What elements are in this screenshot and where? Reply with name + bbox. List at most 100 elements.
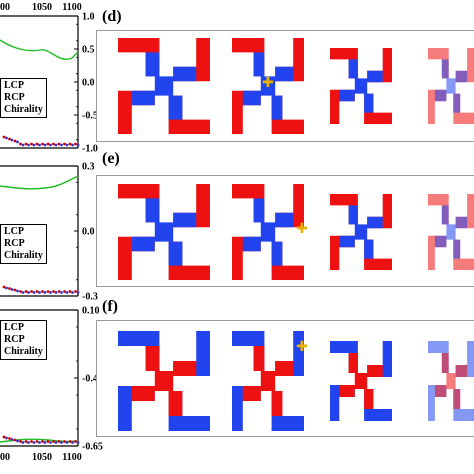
lcp-point (16, 289, 19, 293)
field-map-d-2 (232, 38, 304, 134)
panel-label-d: (d) (102, 8, 122, 25)
lcp-point (21, 291, 25, 294)
y-tick-label: -0.65 (82, 442, 103, 453)
lcp-point (65, 143, 69, 147)
lcp-point (27, 143, 30, 147)
legend-entry-rcp: RCP (4, 238, 25, 249)
rcp-point (19, 290, 22, 293)
y-tick-label: 0.3 (82, 162, 95, 173)
rcp-point (68, 142, 72, 146)
y-tick-label: 0.0 (82, 78, 95, 89)
rcp-point (63, 142, 66, 146)
marker-d: ✚ (262, 75, 274, 91)
y-tick-label: -1.0 (82, 144, 98, 155)
rcp-point (46, 440, 50, 443)
rcp-point (24, 290, 28, 293)
rcp-point (46, 142, 50, 146)
legend-chart-3: LCP RCP Chirality (0, 320, 47, 360)
y-tick-label: 0.10 (82, 306, 100, 317)
lcp-point (21, 143, 25, 147)
legend-entry-lcp: LCP (4, 322, 24, 333)
lcp-point (38, 441, 41, 444)
lcp-point (71, 291, 74, 294)
legend-entry-rcp: RCP (4, 334, 25, 345)
field-map-f-2 (232, 331, 304, 431)
lcp-point (76, 143, 80, 147)
field-map-d-1 (118, 38, 210, 134)
rcp-point (30, 290, 33, 293)
lcp-point (65, 441, 69, 444)
rcp-point (63, 440, 66, 443)
field-map-e-4 (428, 194, 474, 270)
chirality-curve (0, 438, 79, 443)
lcp-point (38, 143, 41, 147)
lcp-point (76, 441, 80, 444)
lcp-point (21, 441, 25, 444)
field-map-e-3 (330, 194, 392, 270)
lcp-point (60, 441, 63, 444)
lcp-point (54, 143, 58, 147)
lcp-point (32, 441, 36, 444)
lcp-point (27, 441, 30, 444)
rcp-point (74, 290, 77, 293)
rcp-point (8, 137, 11, 141)
x-tick-label-bottom: 00 (0, 452, 10, 463)
legend-entry-rcp: RCP (4, 92, 25, 103)
lcp-point (5, 286, 8, 290)
x-tick-label-top: 1100 (62, 2, 81, 13)
y-tick-label: -0.3 (82, 292, 98, 303)
x-tick-label-top: 1050 (32, 2, 52, 13)
lcp-point (5, 436, 8, 440)
lcp-point (60, 143, 63, 147)
rcp-point (30, 440, 33, 443)
lcp-point (43, 143, 47, 147)
rcp-point (19, 440, 22, 443)
rcp-point (13, 288, 17, 292)
lcp-point (54, 291, 58, 294)
field-map-e-2 (232, 184, 304, 280)
rcp-point (41, 440, 44, 443)
y-tick-label: 0.0 (82, 227, 95, 238)
legend-entry-chirality: Chirality (4, 346, 43, 357)
field-map-f-3 (330, 341, 392, 421)
rcp-point (68, 290, 72, 293)
y-tick-label: -0.40 (82, 374, 103, 385)
y-tick-label: 0.5 (82, 45, 95, 56)
lcp-point (32, 291, 36, 294)
rcp-point (68, 440, 72, 443)
field-map-f-4 (428, 341, 474, 421)
lcp-point (49, 291, 52, 294)
rcp-point (57, 290, 61, 293)
legend-entry-lcp: LCP (4, 226, 24, 237)
rcp-point (52, 440, 55, 443)
field-map-d-3 (330, 48, 392, 124)
field-map-d-4 (428, 48, 474, 124)
chirality-curve (0, 175, 79, 190)
rcp-point (24, 440, 28, 443)
legend-chart-2: LCP RCP Chirality (0, 224, 47, 264)
rcp-point (57, 440, 61, 443)
rcp-point (19, 142, 22, 146)
lcp-point (65, 291, 69, 294)
legend-entry-chirality: Chirality (4, 104, 43, 115)
rcp-point (2, 435, 6, 439)
lcp-point (54, 441, 58, 444)
lcp-point (10, 288, 14, 291)
rcp-point (35, 142, 39, 146)
lcp-point (43, 291, 47, 294)
rcp-point (2, 285, 6, 289)
rcp-point (35, 440, 39, 443)
rcp-point (2, 135, 6, 139)
x-tick-label-bottom: 1100 (62, 452, 81, 463)
rcp-point (46, 290, 50, 293)
rcp-point (63, 290, 66, 293)
rcp-point (13, 438, 17, 442)
y-tick-label: -0.5 (82, 111, 98, 122)
marker-e: ✚ (296, 221, 308, 237)
rcp-point (41, 142, 44, 146)
lcp-point (5, 136, 8, 140)
lcp-point (32, 143, 36, 147)
panel-label-f: (f) (102, 298, 118, 315)
rcp-point (24, 142, 28, 146)
rcp-point (74, 440, 77, 443)
